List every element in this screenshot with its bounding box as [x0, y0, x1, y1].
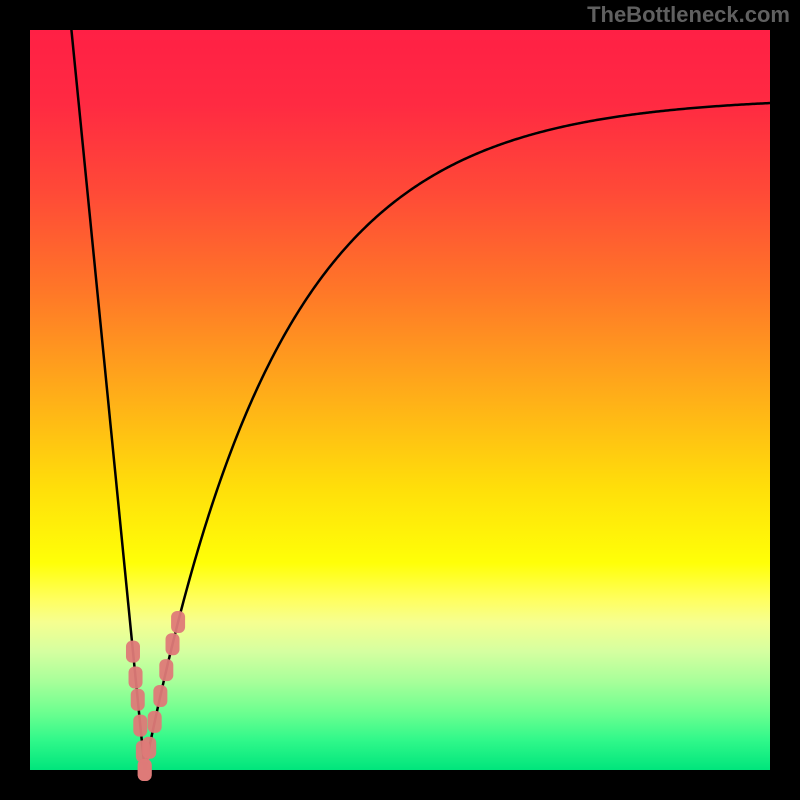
data-marker — [159, 659, 173, 681]
data-marker — [153, 685, 167, 707]
data-marker — [142, 737, 156, 759]
data-marker — [129, 667, 143, 689]
data-marker — [131, 689, 145, 711]
data-marker — [148, 711, 162, 733]
data-marker — [166, 633, 180, 655]
watermark-text: TheBottleneck.com — [587, 2, 790, 28]
chart-root: TheBottleneck.com — [0, 0, 800, 800]
data-marker — [126, 641, 140, 663]
data-marker — [171, 611, 185, 633]
bottleneck-chart — [0, 0, 800, 800]
plot-gradient-background — [30, 30, 770, 770]
data-marker — [138, 759, 152, 781]
data-marker — [133, 715, 147, 737]
